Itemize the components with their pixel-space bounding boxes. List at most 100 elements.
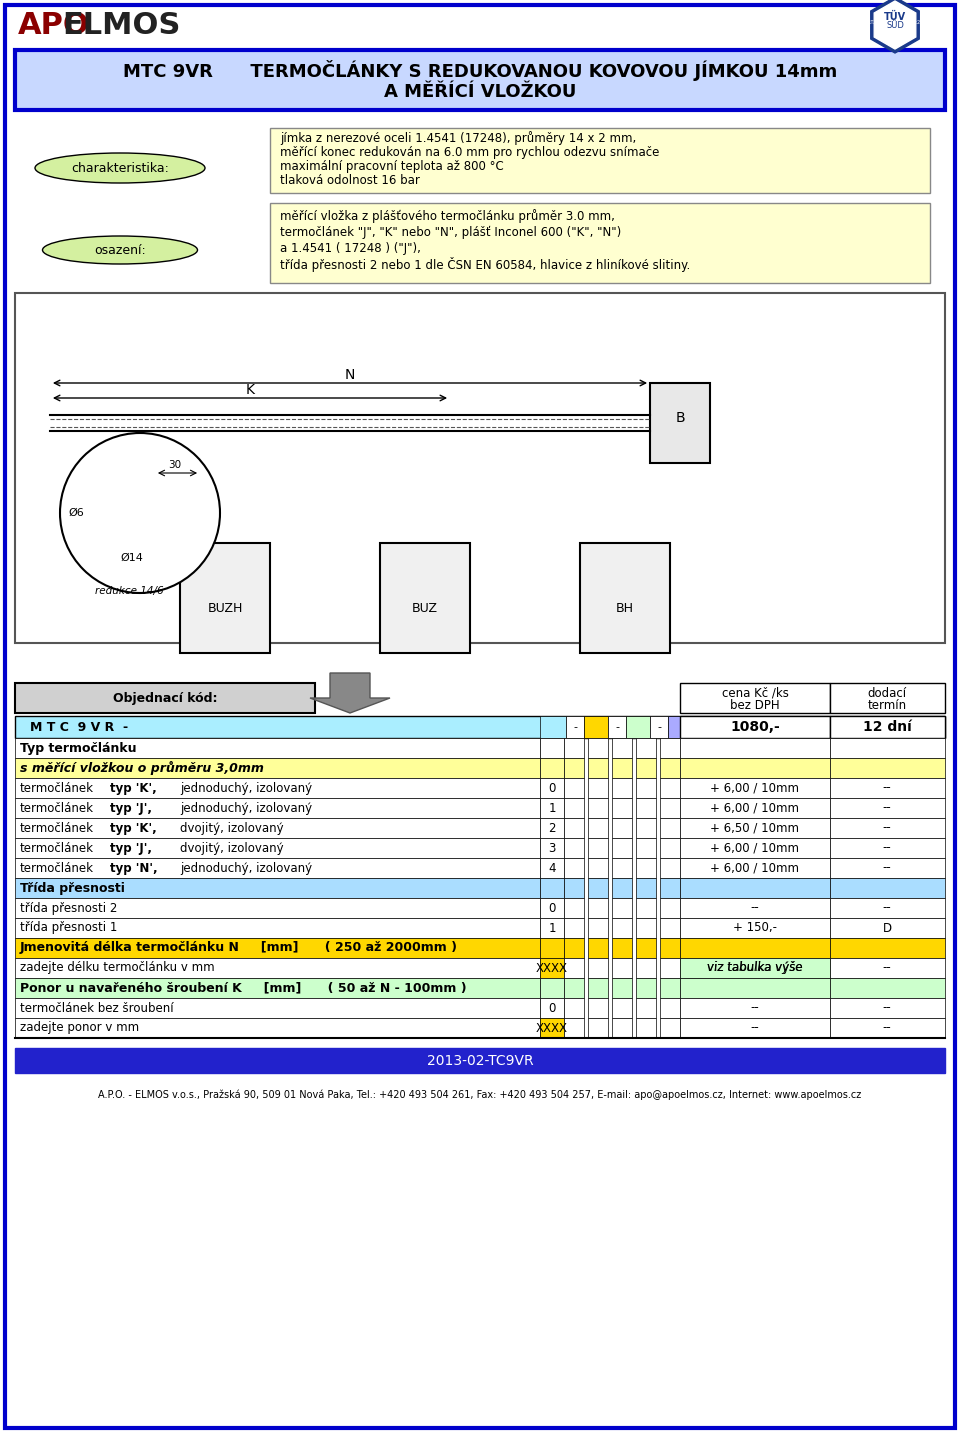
Bar: [680, 684, 830, 714]
Bar: [612, 1017, 632, 1037]
Text: 0: 0: [548, 1002, 556, 1015]
Bar: [612, 959, 632, 977]
Text: K: K: [246, 383, 254, 397]
Ellipse shape: [42, 236, 198, 264]
Bar: [540, 716, 566, 738]
Bar: [612, 997, 632, 1017]
Bar: [540, 778, 564, 798]
Bar: [830, 818, 945, 838]
Bar: [612, 798, 632, 818]
Bar: [564, 838, 584, 858]
Text: --: --: [751, 1022, 759, 1035]
Bar: [15, 818, 540, 838]
Bar: [660, 878, 680, 898]
Text: viz tabulka výše: viz tabulka výše: [708, 962, 803, 974]
FancyArrow shape: [310, 674, 390, 714]
Bar: [830, 798, 945, 818]
Bar: [660, 818, 680, 838]
Bar: [564, 959, 584, 977]
Bar: [668, 716, 680, 738]
Bar: [636, 858, 656, 878]
Bar: [680, 1017, 830, 1037]
Bar: [660, 738, 680, 758]
Text: M T C  9 V R  -: M T C 9 V R -: [30, 721, 128, 734]
Bar: [612, 838, 632, 858]
Bar: [830, 878, 945, 898]
Bar: [636, 898, 656, 919]
Text: BH: BH: [616, 602, 634, 615]
Bar: [588, 919, 608, 939]
Text: -: -: [573, 722, 577, 732]
Bar: [15, 684, 315, 714]
Text: typ 'K',: typ 'K',: [110, 781, 156, 794]
Text: --: --: [882, 861, 892, 874]
Bar: [15, 798, 540, 818]
Bar: [660, 977, 680, 997]
Text: BUZH: BUZH: [207, 602, 243, 615]
Bar: [564, 738, 584, 758]
Text: typ 'J',: typ 'J',: [110, 801, 152, 814]
Bar: [680, 977, 830, 997]
Bar: [588, 858, 608, 878]
Text: měřící vložka z plášťového termočlánku průměr 3.0 mm,: měřící vložka z plášťového termočlánku p…: [280, 209, 614, 224]
Text: 0: 0: [548, 901, 556, 914]
Text: 2013-02-TC9VR: 2013-02-TC9VR: [426, 1055, 534, 1068]
Text: TÜV: TÜV: [884, 11, 906, 21]
Bar: [564, 919, 584, 939]
Bar: [15, 716, 945, 738]
Bar: [564, 818, 584, 838]
Text: typ 'J',: typ 'J',: [110, 841, 152, 854]
Bar: [540, 919, 564, 939]
Text: jímka z nerezové oceli 1.4541 (17248), průměry 14 x 2 mm,: jímka z nerezové oceli 1.4541 (17248), p…: [280, 130, 636, 145]
Bar: [830, 758, 945, 778]
Text: Objednací kód:: Objednací kód:: [112, 692, 217, 705]
Bar: [636, 977, 656, 997]
Text: + 6,00 / 10mm: + 6,00 / 10mm: [710, 781, 800, 794]
Bar: [588, 959, 608, 977]
Text: Jmenovitá délka termočlánku N     [mm]      ( 250 až 2000mm ): Jmenovitá délka termočlánku N [mm] ( 250…: [20, 941, 458, 954]
Text: maximální pracovní teplota až 800 °C: maximální pracovní teplota až 800 °C: [280, 159, 504, 172]
Bar: [564, 798, 584, 818]
Text: + 150,-: + 150,-: [733, 921, 777, 934]
Bar: [650, 383, 710, 463]
Bar: [540, 838, 564, 858]
Bar: [680, 798, 830, 818]
Text: + 6,00 / 10mm: + 6,00 / 10mm: [710, 801, 800, 814]
Bar: [612, 919, 632, 939]
Bar: [540, 997, 564, 1017]
Bar: [15, 977, 540, 997]
Text: zadejte ponor v mm: zadejte ponor v mm: [20, 1022, 139, 1035]
Bar: [626, 716, 650, 738]
Bar: [636, 838, 656, 858]
Bar: [540, 758, 564, 778]
Bar: [588, 758, 608, 778]
Text: 1080,-: 1080,-: [731, 719, 780, 734]
Bar: [830, 997, 945, 1017]
Text: termočlánek: termočlánek: [20, 821, 94, 834]
Bar: [680, 959, 830, 977]
Text: MTC 9VR      TERMOČLÁNKY S REDUKOVANOU KOVOVOU JÍMKOU 14mm: MTC 9VR TERMOČLÁNKY S REDUKOVANOU KOVOVO…: [123, 60, 837, 80]
Text: A.P.O. - ELMOS v.o.s., Pražská 90, 509 01 Nová Paka, Tel.: +420 493 504 261, Fax: A.P.O. - ELMOS v.o.s., Pražská 90, 509 0…: [98, 1089, 862, 1101]
Bar: [680, 858, 830, 878]
Text: A MĚŘÍCÍ VLOŽKOU: A MĚŘÍCÍ VLOŽKOU: [384, 83, 576, 100]
Bar: [680, 959, 830, 977]
Text: zadejte délku termočlánku v mm: zadejte délku termočlánku v mm: [20, 962, 215, 974]
Text: + 6,00 / 10mm: + 6,00 / 10mm: [710, 861, 800, 874]
Bar: [680, 939, 830, 959]
Text: termočlánek: termočlánek: [20, 861, 94, 874]
Bar: [580, 543, 670, 653]
Bar: [15, 959, 540, 977]
Text: bez DPH: bez DPH: [731, 698, 780, 712]
Bar: [636, 798, 656, 818]
Text: --: --: [882, 1022, 892, 1035]
Bar: [660, 858, 680, 878]
Text: termočlánek: termočlánek: [20, 781, 94, 794]
Text: jednoduchý, izolovaný: jednoduchý, izolovaný: [180, 801, 312, 814]
Text: s měřící vložkou o průměru 3,0mm: s měřící vložkou o průměru 3,0mm: [20, 761, 264, 775]
Bar: [612, 878, 632, 898]
Bar: [660, 1017, 680, 1037]
Text: měřící konec redukován na 6.0 mm pro rychlou odezvu snímače: měřící konec redukován na 6.0 mm pro ryc…: [280, 146, 660, 159]
Bar: [540, 977, 564, 997]
Bar: [270, 203, 930, 282]
Bar: [540, 959, 564, 977]
